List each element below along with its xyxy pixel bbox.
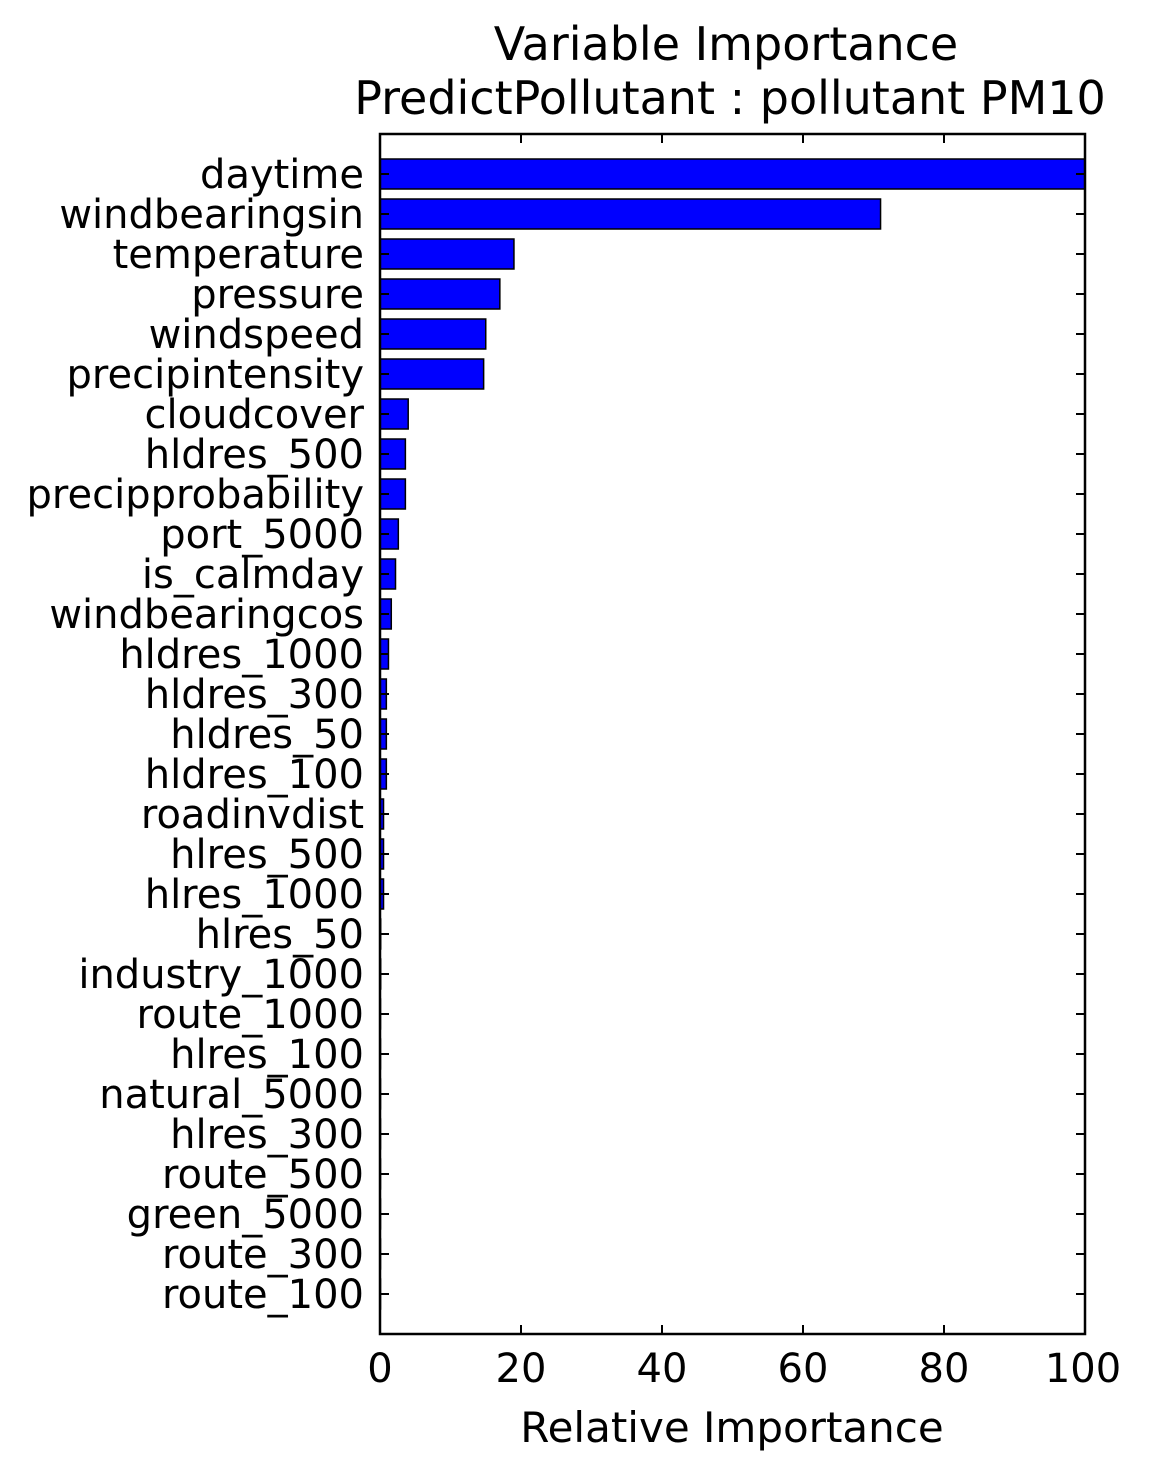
x-axis-ticks: 0 20 40 60 80 100 bbox=[367, 134, 1121, 1392]
category-labels: daytimewindbearingsintemperaturepressure… bbox=[27, 152, 365, 1318]
plot-frame bbox=[378, 132, 1087, 1336]
category-label-precipintensity: precipintensity bbox=[67, 352, 364, 398]
category-label-windspeed: windspeed bbox=[149, 312, 364, 358]
category-label-windbearingcos: windbearingcos bbox=[49, 592, 364, 638]
category-label-hldres_50: hldres_50 bbox=[170, 712, 364, 758]
x-tick-label-20: 20 bbox=[496, 1346, 547, 1392]
category-label-natural_5000: natural_5000 bbox=[99, 1072, 364, 1118]
category-label-industry_1000: industry_1000 bbox=[78, 952, 364, 998]
bar-daytime bbox=[379, 158, 1086, 190]
category-label-route_100: route_100 bbox=[162, 1272, 364, 1318]
category-label-daytime: daytime bbox=[200, 152, 364, 198]
category-label-roadinvdist: roadinvdist bbox=[141, 792, 364, 838]
category-label-hldres_300: hldres_300 bbox=[145, 672, 364, 718]
category-label-route_300: route_300 bbox=[162, 1232, 364, 1278]
category-label-hldres_500: hldres_500 bbox=[145, 432, 364, 478]
category-label-is_calmday: is_calmday bbox=[142, 552, 364, 598]
category-label-green_5000: green_5000 bbox=[127, 1192, 364, 1238]
bar-temperature bbox=[379, 238, 515, 270]
bar-series bbox=[379, 158, 1086, 1310]
category-label-hlres_50: hlres_50 bbox=[196, 912, 364, 958]
category-label-hlres_1000: hlres_1000 bbox=[145, 872, 364, 918]
chart-title: Variable Importance bbox=[494, 17, 958, 71]
category-label-precipprobability: precipprobability bbox=[27, 472, 364, 518]
category-label-hldres_1000: hldres_1000 bbox=[119, 632, 364, 678]
bar-windspeed bbox=[379, 318, 487, 350]
bar-windbearingsin bbox=[379, 198, 882, 230]
category-label-route_1000: route_1000 bbox=[137, 992, 364, 1038]
bar-pressure bbox=[379, 278, 501, 310]
category-label-hldres_100: hldres_100 bbox=[145, 752, 364, 798]
x-tick-label-100: 100 bbox=[1045, 1346, 1121, 1392]
x-tick-label-60: 60 bbox=[778, 1346, 829, 1392]
category-label-cloudcover: cloudcover bbox=[144, 392, 364, 438]
category-label-windbearingsin: windbearingsin bbox=[59, 192, 364, 238]
category-label-hlres_300: hlres_300 bbox=[170, 1112, 364, 1158]
x-tick-label-0: 0 bbox=[367, 1346, 392, 1392]
category-label-hlres_100: hlres_100 bbox=[170, 1032, 364, 1078]
category-label-hlres_500: hlres_500 bbox=[170, 832, 364, 878]
chart-subtitle: PredictPollutant : pollutant PM10 bbox=[354, 71, 1106, 125]
category-label-temperature: temperature bbox=[113, 232, 364, 278]
x-tick-label-80: 80 bbox=[919, 1346, 970, 1392]
x-tick-label-40: 40 bbox=[637, 1346, 688, 1392]
bar-precipintensity bbox=[379, 358, 485, 390]
x-axis-label: Relative Importance bbox=[520, 1403, 943, 1452]
y-axis-ticks bbox=[380, 173, 1085, 1295]
category-label-route_500: route_500 bbox=[162, 1152, 364, 1198]
category-label-port_5000: port_5000 bbox=[160, 512, 364, 558]
category-label-pressure: pressure bbox=[191, 272, 364, 318]
